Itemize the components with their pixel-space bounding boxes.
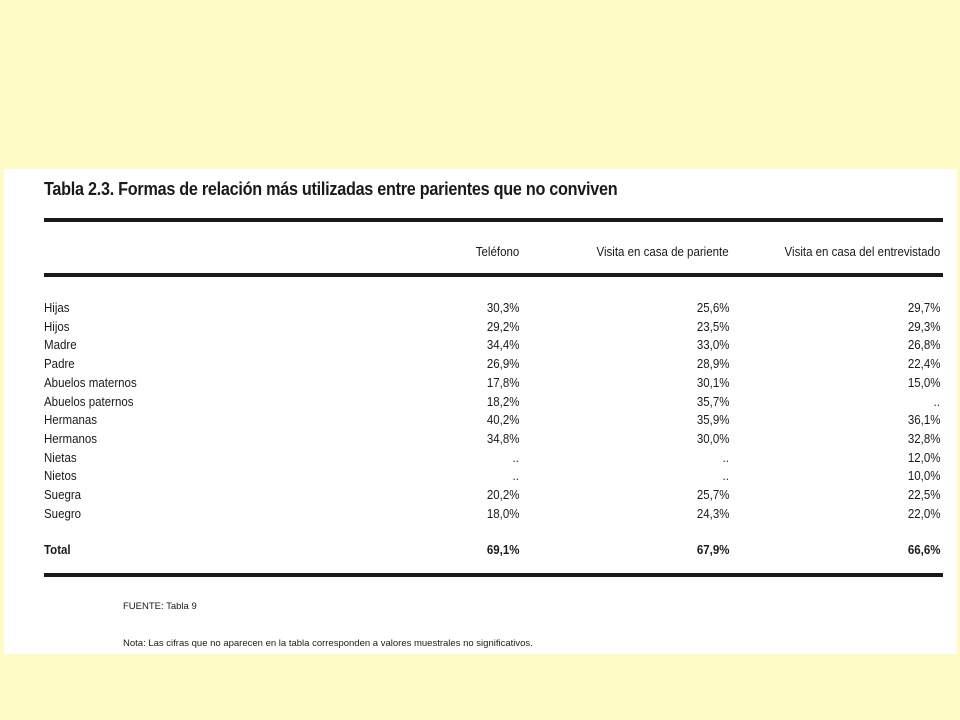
row-value-visita-entrevistado: 12,0% (907, 450, 940, 465)
table-document: Tabla 2.3. Formas de relación más utiliz… (4, 169, 957, 654)
row-label: Hijos (44, 319, 70, 334)
row-label: Nietos (44, 469, 77, 484)
row-label: Hermanas (44, 413, 98, 428)
row-value-visita-pariente: 35,7% (696, 394, 729, 409)
row-value-telefono: 30,3% (486, 301, 519, 315)
column-header-telefono: Teléfono (475, 245, 519, 259)
total-value-visita-pariente: 67,9% (696, 543, 729, 557)
row-value-telefono: 34,4% (486, 338, 519, 353)
row-value-visita-pariente: 30,1% (696, 375, 729, 390)
significance-note: Nota: Las cifras que no aparecen en la t… (123, 638, 533, 649)
row-label: Hermanos (44, 431, 98, 446)
top-rule (44, 218, 943, 222)
row-value-telefono: 18,0% (486, 506, 519, 521)
row-value-telefono: 40,2% (486, 413, 519, 428)
row-value-visita-pariente: 30,0% (696, 431, 729, 446)
row-value-telefono: .. (512, 469, 519, 484)
total-value-telefono: 69,1% (486, 543, 519, 557)
table-title: Tabla 2.3. Formas de relación más utiliz… (44, 179, 618, 199)
row-value-visita-pariente: 33,0% (696, 338, 729, 353)
row-label: Madre (44, 338, 77, 353)
row-value-visita-pariente: 23,5% (696, 319, 729, 334)
row-label: Padre (44, 357, 75, 372)
row-label: Hijas (44, 301, 70, 315)
row-value-visita-pariente: 24,3% (696, 506, 729, 521)
row-value-visita-entrevistado: 15,0% (907, 375, 940, 390)
row-label: Nietas (44, 450, 77, 465)
total-label: Total (44, 543, 71, 557)
column-header-visita-entrevistado: Visita en casa del entrevistado (784, 245, 940, 259)
column-header-visita-pariente: Visita en casa de pariente (596, 245, 729, 259)
row-value-visita-pariente: 25,7% (696, 488, 729, 502)
row-label: Abuelos maternos (44, 375, 137, 390)
row-value-visita-pariente: .. (722, 469, 729, 484)
row-value-visita-pariente: 25,6% (696, 301, 729, 315)
row-value-visita-entrevistado: 22,0% (907, 506, 940, 521)
row-value-visita-entrevistado: 36,1% (907, 413, 940, 428)
row-label: Abuelos paternos (44, 394, 134, 409)
row-value-telefono: 18,2% (486, 394, 519, 409)
row-value-telefono: 26,9% (486, 357, 519, 372)
bottom-rule (44, 573, 943, 577)
row-value-visita-entrevistado: 26,8% (907, 338, 940, 353)
row-value-visita-entrevistado: 22,5% (907, 488, 940, 502)
row-value-visita-entrevistado: 10,0% (907, 469, 940, 484)
row-value-telefono: .. (512, 450, 519, 465)
row-label: Suegro (44, 506, 82, 521)
row-value-telefono: 17,8% (486, 375, 519, 390)
row-value-visita-pariente: 28,9% (696, 357, 729, 372)
total-value-visita-entrevistado: 66,6% (907, 543, 940, 557)
header-rule (44, 273, 943, 277)
row-value-visita-entrevistado: .. (933, 394, 940, 409)
row-value-visita-pariente: 35,9% (696, 413, 729, 428)
row-value-telefono: 29,2% (486, 319, 519, 334)
row-label: Suegra (44, 488, 82, 502)
row-value-visita-entrevistado: 29,7% (907, 301, 940, 315)
row-value-visita-pariente: .. (722, 450, 729, 465)
row-value-visita-entrevistado: 29,3% (907, 319, 940, 334)
row-value-visita-entrevistado: 32,8% (907, 431, 940, 446)
source-note: FUENTE: Tabla 9 (123, 601, 197, 612)
row-value-telefono: 20,2% (486, 488, 519, 502)
row-value-visita-entrevistado: 22,4% (907, 357, 940, 372)
row-value-telefono: 34,8% (486, 431, 519, 446)
